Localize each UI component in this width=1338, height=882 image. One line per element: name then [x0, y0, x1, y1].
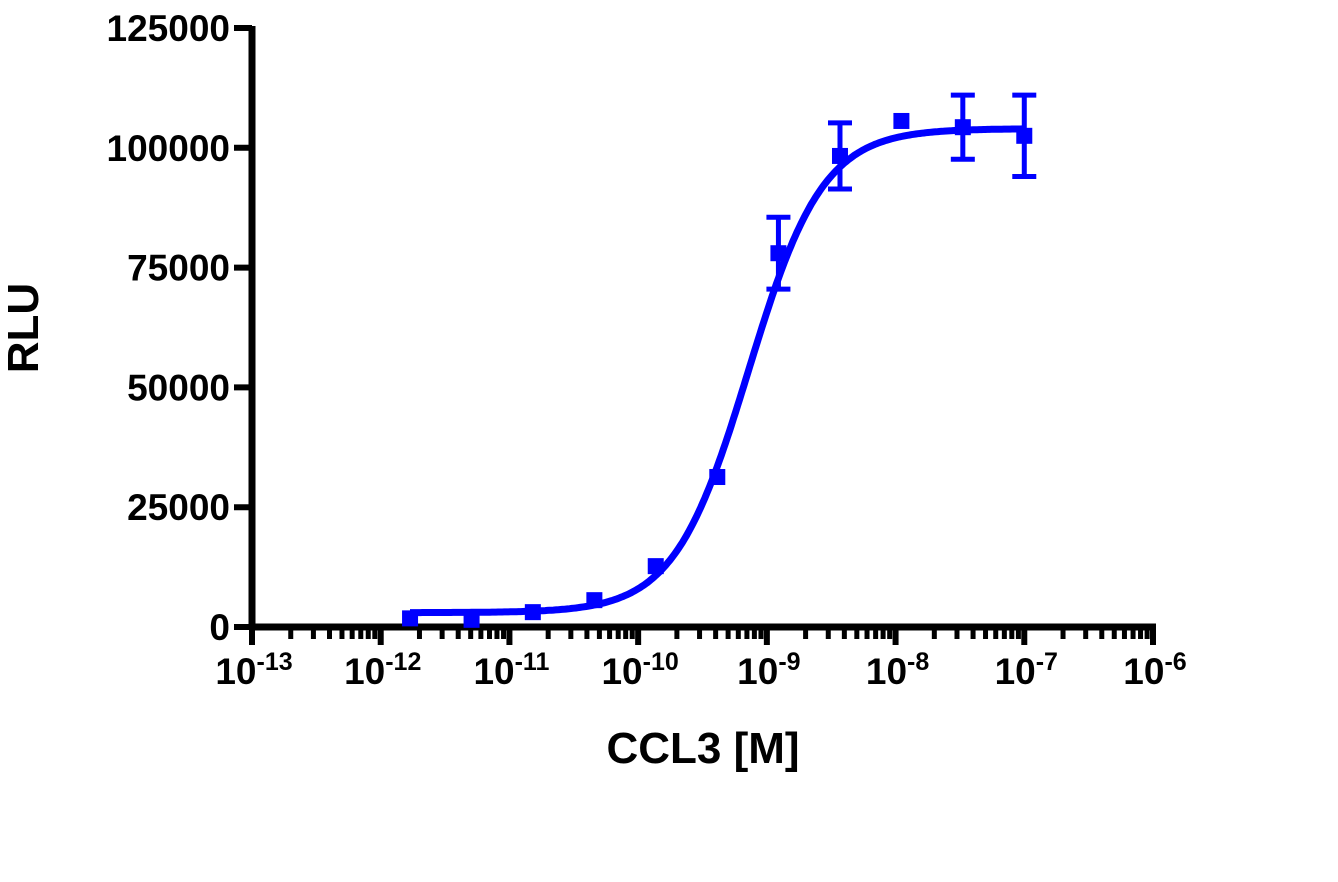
x-tick-label: 10-7 — [995, 648, 1058, 692]
y-tick-label: 50000 — [127, 367, 230, 408]
x-tick-label: 10-11 — [473, 648, 549, 692]
y-tick-label: 0 — [209, 607, 230, 648]
data-point — [463, 611, 480, 628]
data-point — [770, 245, 787, 262]
y-tick-label: 75000 — [127, 248, 230, 289]
y-tick-label: 125000 — [107, 8, 230, 49]
x-tick-label: 10-6 — [1123, 648, 1186, 692]
data-point — [954, 119, 971, 136]
x-tick-label: 10-10 — [601, 648, 678, 692]
y-tick-label: 25000 — [127, 487, 230, 528]
data-point — [831, 147, 848, 164]
x-tick-label: 10-9 — [737, 648, 800, 692]
data-point — [1016, 127, 1033, 144]
y-tick-label: 100000 — [107, 128, 230, 169]
x-tick-label: 10-13 — [215, 648, 292, 692]
data-point — [709, 469, 726, 486]
y-axis-label: RLU — [0, 283, 48, 373]
x-tick-label: 10-12 — [344, 648, 421, 692]
fit-curve — [410, 125, 1025, 617]
data-point — [893, 112, 910, 129]
data-point — [402, 610, 419, 627]
data-point — [586, 592, 603, 609]
data-point — [647, 558, 664, 575]
x-tick-label: 10-8 — [866, 648, 929, 692]
data-point — [524, 604, 541, 621]
x-axis-label: CCL3 [M] — [606, 724, 799, 773]
